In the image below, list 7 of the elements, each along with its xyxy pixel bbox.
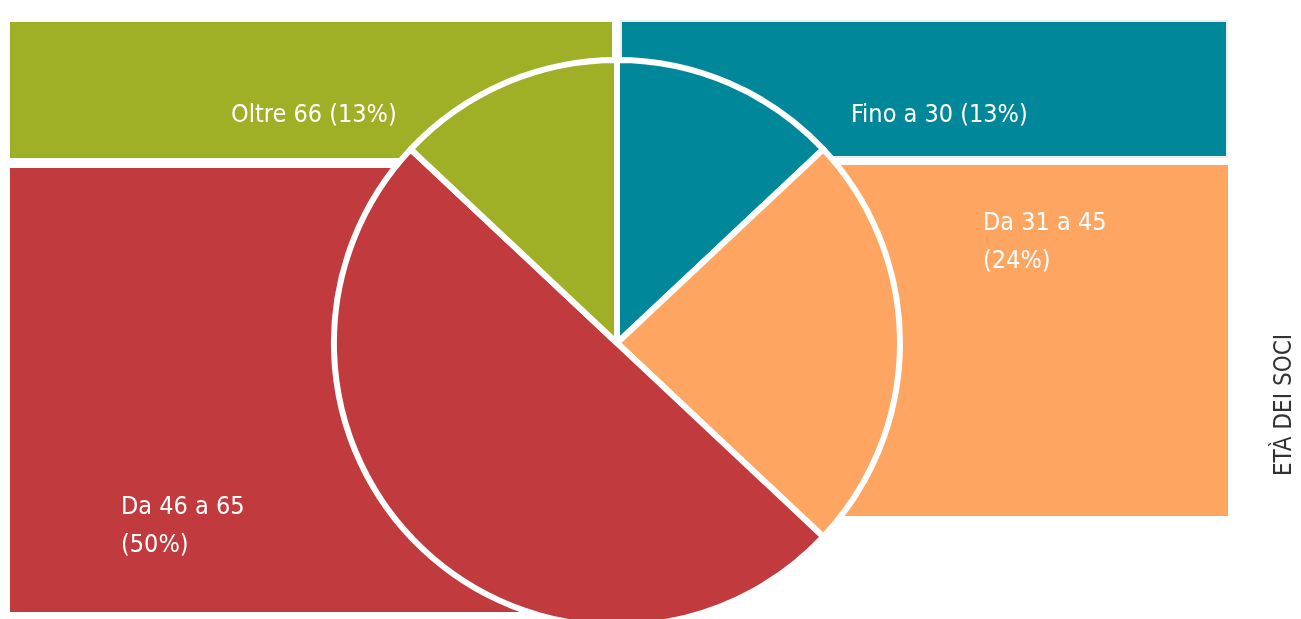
slice-label: Da 46 a 65: [121, 490, 245, 520]
slice-label: Oltre 66 (13%): [231, 98, 397, 128]
text: ETÀ DEI SOCI: [1269, 333, 1297, 477]
data-label: (24%): [983, 244, 1051, 274]
data-label: (50%): [121, 528, 189, 558]
slice-label: Da 31 a 45: [983, 206, 1107, 236]
slice-label: Fino a 30 (13%): [851, 98, 1028, 128]
